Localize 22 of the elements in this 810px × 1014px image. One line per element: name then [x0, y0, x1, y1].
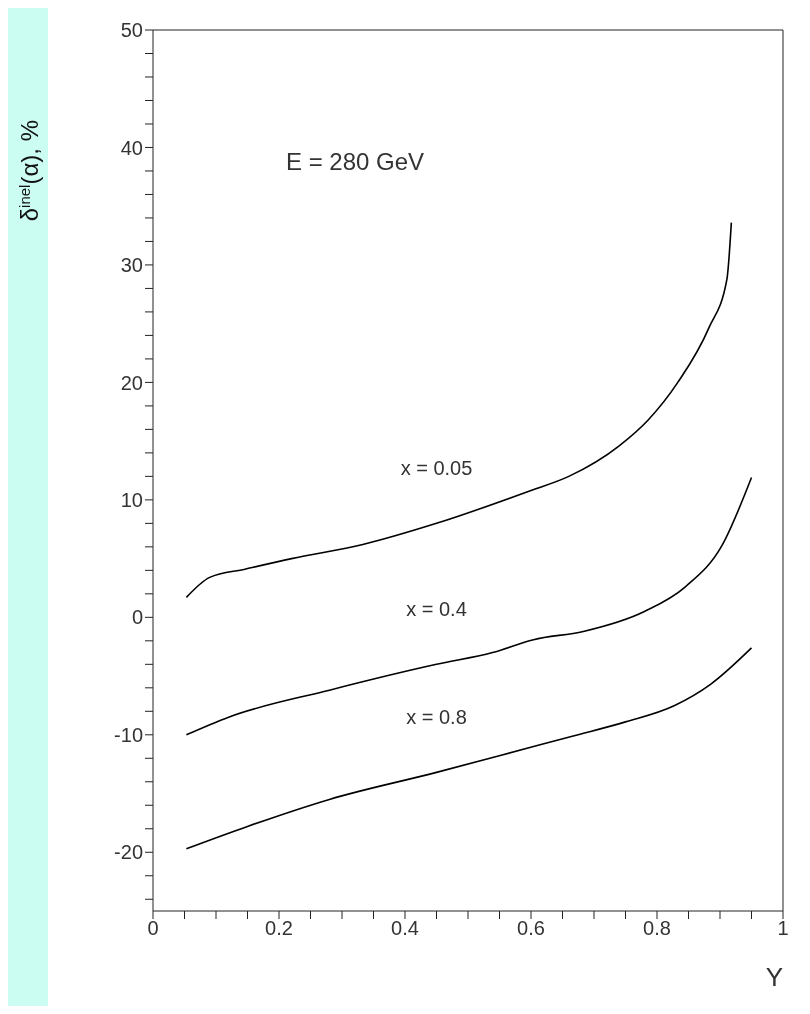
- y-tick-label: 30: [120, 254, 143, 277]
- x-tick-label: 1: [777, 917, 789, 940]
- x-axis-title: Y: [765, 962, 783, 992]
- line-series: [185, 647, 753, 850]
- y-tick-label: -20: [114, 841, 143, 864]
- x-tick-label: 0.4: [391, 917, 419, 940]
- x-tick-label: 0: [147, 917, 159, 940]
- y-tick-label: 50: [120, 19, 143, 42]
- series-label: x = 0.4: [406, 598, 467, 621]
- y-tick-label: 20: [120, 371, 143, 394]
- line-series: [185, 476, 753, 736]
- x-tick-label: 0.6: [517, 917, 545, 940]
- y-tick-label: -10: [114, 723, 143, 746]
- line-series: [185, 221, 733, 599]
- x-tick-label: 0.2: [265, 917, 293, 940]
- annotation: E = 280 GeV: [286, 148, 425, 176]
- series-label: x = 0.8: [406, 706, 467, 729]
- y-tick-label: 40: [120, 136, 143, 159]
- series-label: x = 0.05: [400, 457, 473, 480]
- y-tick-label: 10: [120, 488, 143, 511]
- x-tick-label: 0.8: [643, 917, 671, 940]
- y-tick-label: 0: [131, 606, 143, 629]
